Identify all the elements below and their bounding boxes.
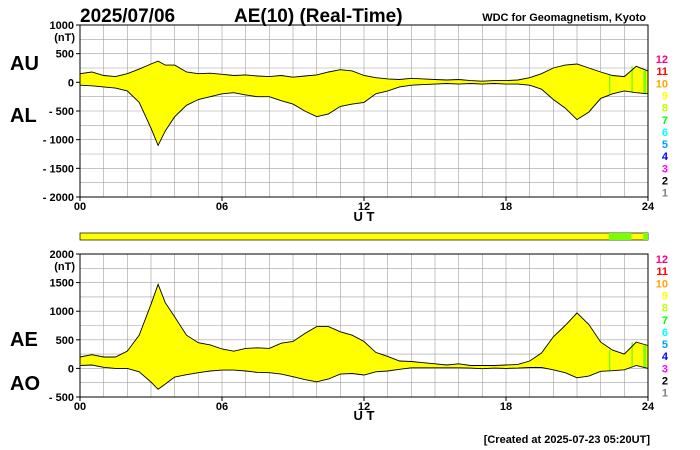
chart-date: 2025/07/06 [80, 6, 175, 27]
station-count-label: 2 [662, 176, 668, 188]
y-tick-label: - 500 [49, 106, 74, 118]
station-count-strip-bar [79, 232, 649, 241]
y-tick-label: 500 [56, 335, 74, 347]
x-tick-label: 12 [358, 401, 370, 413]
station-count-strip [79, 232, 649, 241]
chart-title: AE(10) (Real-Time) [234, 6, 403, 27]
x-tick-label: 18 [500, 201, 512, 213]
station-count-label: 7 [662, 115, 668, 127]
y-tick-label: - 1500 [43, 163, 74, 175]
station-count-label: 7 [662, 315, 668, 327]
series-line-al [79, 83, 649, 147]
station-count-label: 1 [662, 188, 668, 200]
station-count-label: 8 [662, 103, 668, 115]
station-count-label: 3 [662, 363, 668, 375]
y-tick-label: - 1000 [43, 135, 74, 147]
x-tick-label: 18 [500, 401, 512, 413]
al-label: AL [10, 105, 37, 127]
station-count-label: 10 [656, 278, 668, 290]
station-count-label: 12 [656, 254, 668, 266]
y-tick-label: 0 [68, 363, 74, 375]
station-count-label: 4 [662, 351, 669, 363]
station-change-mark [643, 70, 647, 94]
ae-ao-y-ticks: 2000 1500 1000 500 0 - 500 [49, 249, 80, 404]
station-count-strip-marks [608, 233, 648, 240]
station-count-label: 6 [662, 327, 668, 339]
series-line-ae [79, 283, 649, 366]
series-line-au [79, 60, 649, 82]
au-al-unit: (nT) [54, 32, 75, 44]
ae-ao-x-ticks: 00 06 12 18 24 [74, 397, 655, 413]
y-tick-label: 1000 [50, 306, 74, 318]
x-tick-label: 12 [358, 201, 370, 213]
y-tick-label: - 500 [49, 392, 74, 404]
au-al-panel: 1000 500 0 - 500 - 1000 - 1500 - 2000 00 06 12 18… [10, 20, 655, 224]
station-count-label: 1 [662, 388, 668, 400]
x-tick-label: 00 [74, 201, 86, 213]
ae-label: AE [10, 329, 38, 351]
station-count-label: 2 [662, 376, 668, 388]
y-tick-label: 1500 [50, 278, 74, 290]
station-count-label: 5 [662, 139, 668, 151]
station-count-segment [643, 233, 648, 240]
chart-source: WDC for Geomagnetism, Kyoto [482, 12, 646, 24]
station-change-mark [643, 345, 647, 369]
ao-label: AO [10, 373, 40, 395]
area-fill-between-series [80, 61, 648, 146]
station-change-mark [631, 66, 633, 93]
station-count-label: 11 [656, 266, 668, 278]
x-tick-label: 06 [216, 401, 228, 413]
station-change-mark [608, 75, 611, 94]
station-change-mark [631, 342, 633, 366]
station-count-label: 12 [656, 54, 668, 66]
station-count-label: 8 [662, 303, 668, 315]
x-tick-label: 24 [642, 201, 655, 213]
created-timestamp: [Created at 2025-07-23 05:20UT] [484, 434, 651, 446]
station-count-label: 4 [662, 151, 669, 163]
station-change-mark [608, 350, 611, 371]
area-fill-between-series [80, 284, 648, 390]
x-tick-label: 00 [74, 401, 86, 413]
ae-ao-plot [79, 283, 649, 390]
au-label: AU [10, 53, 39, 75]
station-count-label: 3 [662, 163, 668, 175]
y-tick-label: 2000 [50, 249, 74, 261]
au-al-plot [79, 60, 649, 147]
y-tick-label: 0 [68, 77, 74, 89]
station-count-label: 11 [656, 66, 668, 78]
y-tick-label: 500 [56, 49, 74, 61]
station-count-segment [608, 233, 632, 240]
station-count-label: 9 [662, 290, 668, 302]
series-line-ao [79, 364, 649, 390]
au-al-y-ticks: 1000 500 0 - 500 - 1000 - 1500 - 2000 [43, 20, 80, 204]
ae-ao-x-axis-label: U T [354, 408, 375, 423]
station-count-label: 6 [662, 127, 668, 139]
station-count-label: 10 [656, 78, 668, 90]
y-tick-label: - 2000 [43, 192, 74, 204]
au-al-x-ticks: 00 06 12 18 24 [74, 197, 655, 213]
station-count-label: 9 [662, 90, 668, 102]
ae-ao-panel: 2000 1500 1000 500 0 - 500 00 06 12 18 24 (nT) AE… [10, 249, 655, 423]
ae-ao-unit: (nT) [54, 261, 75, 273]
y-tick-label: 1000 [50, 20, 74, 32]
au-al-x-axis-label: U T [354, 209, 375, 224]
station-count-label: 5 [662, 339, 668, 351]
x-tick-label: 24 [642, 401, 655, 413]
x-tick-label: 06 [216, 201, 228, 213]
